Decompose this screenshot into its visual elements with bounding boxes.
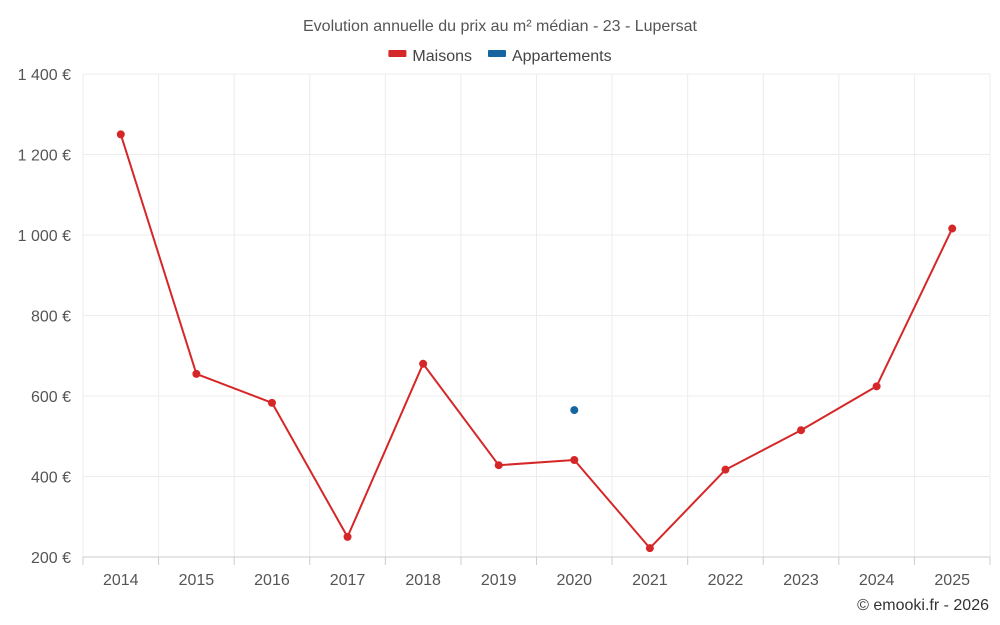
data-point-maisons-2022[interactable] <box>721 465 730 474</box>
series-line-maisons <box>119 133 954 550</box>
y-tick-label: 400 € <box>31 470 71 487</box>
x-tick-label: 2019 <box>481 572 517 589</box>
x-tick-label: 2014 <box>103 572 139 589</box>
legend: Maisons Appartements <box>388 48 612 65</box>
legend-swatch <box>487 50 506 57</box>
x-axis: 2014 2015 2016 2017 2018 2019 2020 2021 2022 2023… <box>82 556 991 589</box>
chart-title: Evolution annuelle du prix au m² médian … <box>303 18 698 35</box>
x-tick-label: 2017 <box>330 572 366 589</box>
y-axis: 200 € 400 € 600 € 800 € 1 000 € 1 200 € 1 400 … <box>18 67 71 567</box>
series-layer <box>116 130 957 553</box>
x-tick-label: 2025 <box>934 572 970 589</box>
y-tick-label: 1 000 € <box>18 228 71 245</box>
data-point-maisons-2023[interactable] <box>797 426 806 435</box>
legend-swatch <box>388 50 407 57</box>
y-tick-label: 1 200 € <box>18 148 71 165</box>
data-point-appartements-2020[interactable] <box>570 406 579 415</box>
x-tick-label: 2015 <box>179 572 215 589</box>
data-point-maisons-2015[interactable] <box>192 369 201 378</box>
x-tick-label: 2024 <box>859 572 895 589</box>
x-tick-label: 2020 <box>556 572 592 589</box>
data-point-maisons-2024[interactable] <box>872 382 881 391</box>
credit-text: © emooki.fr - 2026 <box>857 597 989 614</box>
y-tick-label: 800 € <box>31 309 71 326</box>
y-tick-label: 1 400 € <box>18 67 71 84</box>
legend-label: Maisons <box>412 48 472 65</box>
data-point-maisons-2020[interactable] <box>570 455 579 464</box>
y-tick-label: 200 € <box>31 550 71 567</box>
data-point-maisons-2014[interactable] <box>116 130 125 139</box>
x-tick-label: 2016 <box>254 572 290 589</box>
x-tick-label: 2018 <box>405 572 441 589</box>
grid <box>82 73 991 558</box>
x-tick-label: 2023 <box>783 572 819 589</box>
data-point-maisons-2021[interactable] <box>645 544 654 553</box>
y-tick-label: 600 € <box>31 389 71 406</box>
legend-item-maisons[interactable]: Maisons <box>388 48 472 65</box>
data-point-maisons-2017[interactable] <box>343 532 352 541</box>
x-tick-label: 2022 <box>708 572 744 589</box>
data-point-maisons-2016[interactable] <box>267 398 276 407</box>
legend-label: Appartements <box>512 48 612 65</box>
data-point-maisons-2018[interactable] <box>419 359 428 368</box>
x-tick-label: 2021 <box>632 572 668 589</box>
data-point-maisons-2019[interactable] <box>494 461 503 470</box>
data-point-maisons-2025[interactable] <box>948 224 957 233</box>
legend-item-appartements[interactable]: Appartements <box>487 48 612 65</box>
